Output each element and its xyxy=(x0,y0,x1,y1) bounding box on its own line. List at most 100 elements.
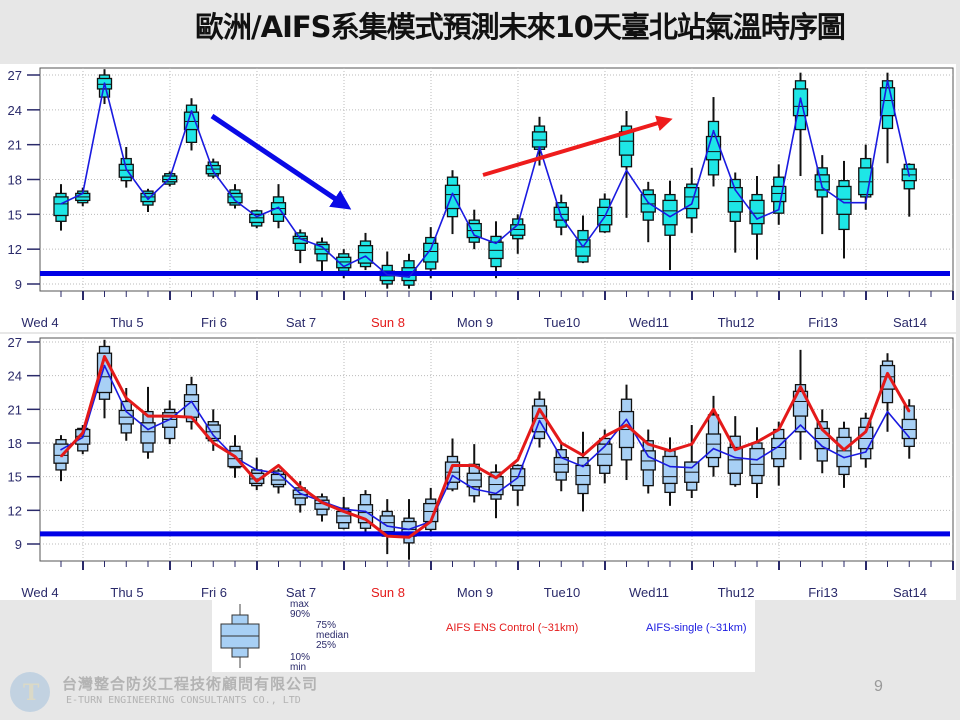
control-point xyxy=(734,448,737,451)
control-point xyxy=(582,454,584,457)
single-point xyxy=(886,80,889,82)
box-plot-11-00 xyxy=(597,193,613,233)
single-point xyxy=(190,400,193,403)
box-plot-9-06 xyxy=(444,170,461,235)
single-point xyxy=(473,234,476,237)
box-25-75 xyxy=(640,450,656,471)
single-point xyxy=(516,476,519,479)
single-point xyxy=(538,419,541,422)
single-point xyxy=(81,436,84,439)
single-point xyxy=(690,466,693,469)
box-plot-6-12 xyxy=(205,158,221,179)
single-point xyxy=(516,223,519,226)
control-point xyxy=(560,442,563,444)
control-point xyxy=(821,428,824,431)
box-legend-icon xyxy=(220,604,260,668)
legend-p75: 75% xyxy=(316,620,337,631)
box-plot-8-06 xyxy=(357,232,374,271)
company-name-en: E-TURN ENGINEERING CONSULTANTS CO., LTD xyxy=(66,695,301,706)
x-day-label: Wed11 xyxy=(629,315,669,330)
single-point xyxy=(495,242,497,245)
single-point xyxy=(255,469,258,471)
control-point xyxy=(212,442,215,444)
single-point xyxy=(582,246,584,248)
single-point xyxy=(168,418,171,421)
control-point xyxy=(386,535,389,537)
x-day-label: Fri 6 xyxy=(201,585,227,600)
single-point xyxy=(103,364,106,367)
legend-p90: 90% xyxy=(290,609,311,620)
legend-median: median xyxy=(316,630,349,641)
control-point xyxy=(342,510,345,513)
single-point xyxy=(168,177,171,180)
single-point xyxy=(734,456,737,459)
box-plot-6-06 xyxy=(183,376,200,430)
box-25-75 xyxy=(553,206,569,221)
single-point xyxy=(234,199,236,202)
single-point xyxy=(342,508,345,511)
single-point xyxy=(756,459,758,461)
single-point xyxy=(603,445,606,448)
box-25-75 xyxy=(814,174,830,191)
box-plot-10-18 xyxy=(575,431,591,512)
box-plot-8-00 xyxy=(336,496,352,530)
x-day-label: Fri13 xyxy=(808,315,838,330)
control-point xyxy=(712,408,715,411)
box-plot-11-00 xyxy=(597,429,613,484)
single-point xyxy=(625,418,628,421)
control-point xyxy=(168,415,171,417)
control-point xyxy=(495,476,497,479)
single-point xyxy=(777,208,780,211)
box-plot-12-12 xyxy=(727,416,743,487)
single-point xyxy=(147,428,149,431)
x-day-label: Thu12 xyxy=(718,315,755,330)
box-25-75 xyxy=(270,473,287,486)
single-point xyxy=(103,82,106,84)
box-plot-9-18 xyxy=(488,464,504,519)
single-point xyxy=(277,206,280,209)
page-number: 9 xyxy=(874,678,883,695)
box-plot-13-06 xyxy=(792,72,809,177)
y-tick-label: 15 xyxy=(8,207,22,222)
y-tick-label: 12 xyxy=(8,242,22,257)
x-day-label: Sat14 xyxy=(893,585,927,600)
downtrend-arrow xyxy=(210,113,352,210)
box-plot-6-18 xyxy=(227,184,243,209)
box-25-75 xyxy=(292,235,308,245)
control-point xyxy=(364,518,367,521)
y-tick-label: 21 xyxy=(8,138,22,153)
single-point xyxy=(277,472,280,475)
single-point xyxy=(495,492,497,495)
single-point xyxy=(777,445,780,448)
control-point xyxy=(669,450,671,452)
plot-area xyxy=(39,337,954,562)
single-point xyxy=(60,448,62,451)
box-25-75 xyxy=(249,472,265,485)
single-point xyxy=(908,175,911,177)
single-point xyxy=(669,215,671,218)
y-tick-label: 18 xyxy=(8,436,22,451)
box-25-75 xyxy=(575,464,591,486)
legend-p10: 10% xyxy=(290,652,311,663)
single-point xyxy=(690,203,693,205)
y-tick-label: 18 xyxy=(8,173,22,188)
box-plot-9-18 xyxy=(488,221,504,279)
single-point xyxy=(908,436,911,439)
box-plot-13-12 xyxy=(814,155,830,235)
single-point xyxy=(647,455,650,458)
single-point xyxy=(342,265,345,268)
control-point xyxy=(603,435,606,438)
control-point xyxy=(321,501,323,504)
single-point xyxy=(125,168,128,170)
single-point xyxy=(408,276,410,278)
single-point xyxy=(582,465,584,468)
control-point xyxy=(690,443,693,445)
control-point xyxy=(886,372,889,375)
x-day-label: Sat 7 xyxy=(286,315,316,330)
control-point xyxy=(81,432,84,434)
box-plot-11-12 xyxy=(640,429,656,494)
single-series-line xyxy=(60,364,910,531)
box-plot-10-12 xyxy=(553,443,569,492)
single-point xyxy=(147,198,149,201)
single-point xyxy=(669,465,671,468)
